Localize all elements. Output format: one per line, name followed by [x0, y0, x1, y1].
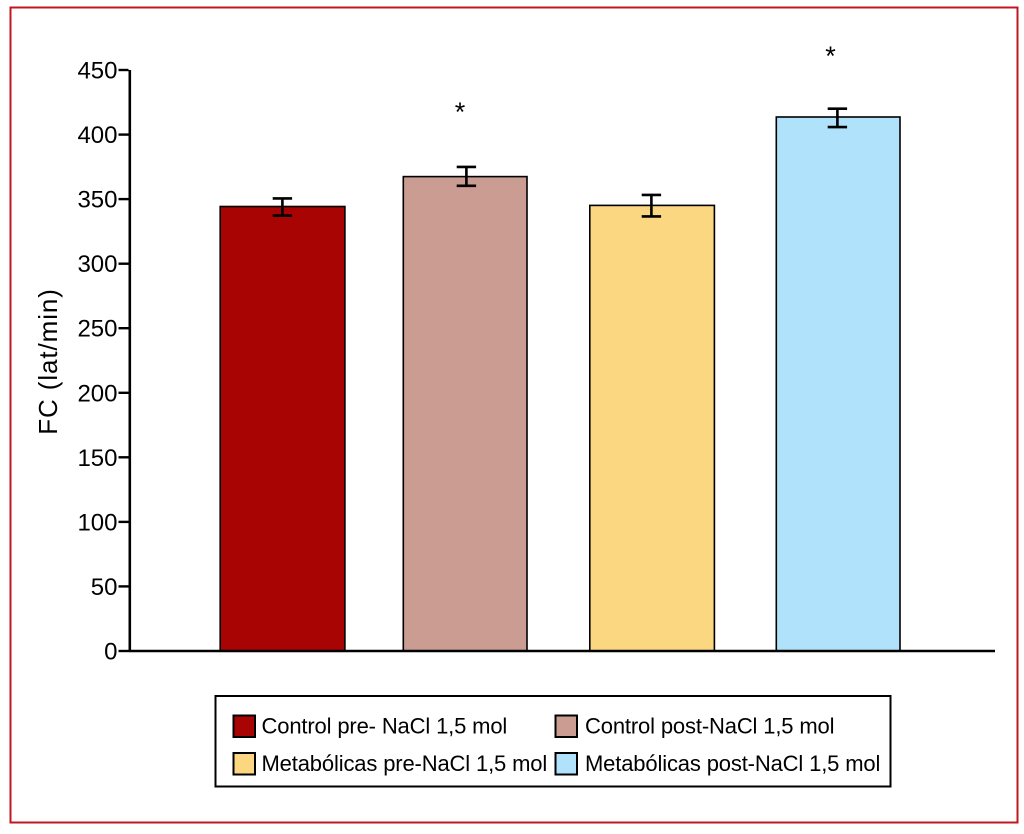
svg-text:Control post-NaCl 1,5 mol: Control post-NaCl 1,5 mol [585, 714, 834, 739]
svg-text:300: 300 [77, 251, 117, 278]
svg-text:100: 100 [77, 509, 117, 536]
svg-text:50: 50 [91, 574, 118, 601]
svg-text:Control pre- NaCl 1,5 mol: Control pre- NaCl 1,5 mol [262, 714, 508, 739]
svg-text:*: * [455, 97, 466, 127]
svg-text:250: 250 [77, 316, 117, 343]
svg-text:FC (lat/min): FC (lat/min) [33, 288, 63, 435]
svg-text:0: 0 [104, 639, 117, 666]
svg-text:150: 150 [77, 445, 117, 472]
svg-text:200: 200 [77, 380, 117, 407]
svg-text:400: 400 [77, 122, 117, 149]
svg-text:350: 350 [77, 187, 117, 214]
svg-text:Metabólicas post-NaCl 1,5 mol: Metabólicas post-NaCl 1,5 mol [585, 751, 880, 776]
svg-text:450: 450 [77, 58, 117, 85]
svg-text:Metabólicas pre-NaCl 1,5 mol: Metabólicas pre-NaCl 1,5 mol [262, 751, 548, 776]
svg-text:*: * [825, 41, 836, 71]
